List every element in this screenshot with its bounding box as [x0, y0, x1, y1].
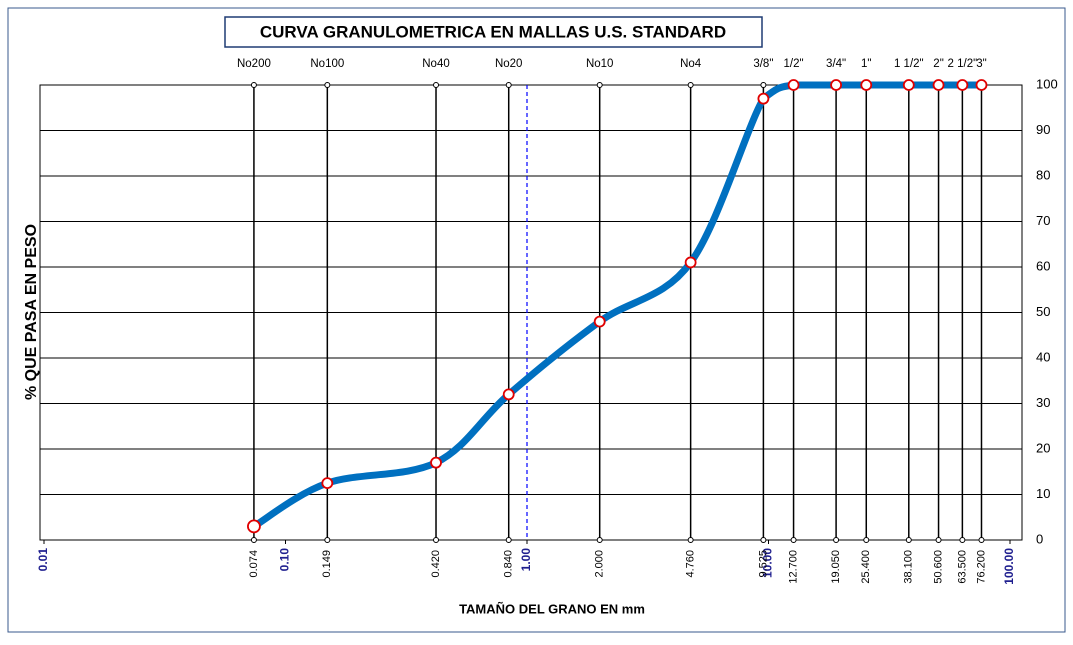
y-tick-label: 80 — [1036, 167, 1050, 182]
sieve-top-dot — [433, 82, 440, 88]
sieve-name: No10 — [586, 58, 614, 70]
y-axis-label: % QUE PASA EN PESO — [23, 224, 40, 400]
sieve-size-label: 76.200 — [975, 550, 987, 584]
x-tick-label: 0.01 — [36, 548, 50, 572]
data-point — [787, 79, 800, 91]
sieve-size-label: 63.500 — [956, 550, 968, 584]
sieve-name: No20 — [495, 58, 523, 70]
sieve-bottom-dot — [905, 537, 912, 543]
y-tick-label: 50 — [1036, 304, 1050, 319]
data-point — [975, 79, 988, 91]
x-tick-label: 1.00 — [519, 548, 533, 572]
sieve-top-dot — [687, 82, 694, 88]
sieve-bottom-dot — [833, 537, 840, 543]
y-tick-label: 20 — [1036, 440, 1050, 455]
data-point — [321, 477, 334, 490]
sieve-size-label: 4.760 — [685, 550, 697, 578]
sieve-bottom-dot — [935, 537, 942, 543]
data-point — [684, 256, 697, 269]
sieve-top-dot — [250, 82, 257, 88]
chart-title: CURVA GRANULOMETRICA EN MALLAS U.S. STAN… — [260, 22, 726, 41]
x-tick-label: 10.00 — [761, 548, 775, 578]
sieve-bottom-dot — [863, 537, 870, 543]
data-point — [430, 456, 442, 469]
sieve-name: No200 — [237, 58, 271, 70]
sieve-name: 1/2" — [784, 58, 804, 70]
y-tick-label: 0 — [1036, 531, 1043, 546]
sieve-size-label: 12.700 — [787, 550, 799, 584]
data-point — [860, 79, 873, 91]
sieve-bottom-dot — [324, 537, 331, 543]
y-tick-label: 70 — [1036, 213, 1050, 228]
sieve-size-label: 0.420 — [430, 550, 442, 578]
sieve-name: 3" — [976, 58, 986, 70]
y-tick-label: 100 — [1036, 76, 1058, 91]
sieve-bottom-dot — [760, 537, 767, 543]
sieve-size-label: 38.100 — [903, 550, 915, 584]
y-tick-label: 90 — [1036, 122, 1050, 137]
sieve-size-label: 19.050 — [830, 550, 842, 584]
sieve-top-dot — [760, 82, 767, 88]
sieve-bottom-dot — [959, 537, 966, 543]
sieve-top-dot — [596, 82, 603, 88]
title-box — [224, 16, 763, 48]
sieve-bottom-dot — [978, 537, 985, 543]
data-point — [956, 79, 969, 91]
sieve-top-dot — [505, 82, 512, 88]
sieve-name: 1" — [861, 58, 871, 70]
sieve-size-label: 0.074 — [248, 550, 260, 578]
sieve-name: 3/4" — [826, 58, 846, 70]
sieve-size-label: 2.000 — [594, 550, 606, 578]
sieve-name: No4 — [680, 58, 702, 70]
sieve-bottom-dot — [505, 537, 512, 543]
x-tick-label: 0.10 — [278, 548, 292, 572]
y-tick-label: 40 — [1036, 349, 1050, 364]
data-point — [932, 79, 945, 91]
y-tick-label: 30 — [1036, 395, 1050, 410]
sieve-size-label: 0.840 — [503, 550, 515, 578]
frame — [7, 7, 1066, 633]
sieve-bottom-dot — [250, 537, 257, 543]
x-axis-label: TAMAÑO DEL GRANO EN mm — [459, 601, 645, 616]
sieve-size-label: 25.400 — [860, 550, 872, 584]
data-point — [830, 79, 842, 91]
sieve-size-label: 0.149 — [321, 550, 333, 578]
sieve-name: 3/8" — [753, 58, 773, 70]
sieve-bottom-dot — [433, 537, 440, 543]
data-point — [757, 92, 770, 105]
sieve-name: 2 1/2" — [948, 58, 978, 70]
sieve-top-dot — [324, 82, 331, 88]
sieve-bottom-dot — [790, 537, 797, 543]
data-point — [247, 519, 261, 534]
x-tick-label: 100.00 — [1002, 548, 1016, 585]
sieve-bottom-dot — [687, 537, 694, 543]
sieve-size-label: 50.600 — [932, 550, 944, 584]
sieve-name: 2" — [933, 58, 943, 70]
sieve-name: 1 1/2" — [894, 58, 924, 70]
data-point — [902, 79, 915, 91]
data-point — [502, 388, 515, 401]
sieve-size-label: 9.525 — [757, 550, 769, 578]
sieve-name: No40 — [422, 58, 450, 70]
y-tick-label: 10 — [1036, 486, 1050, 501]
sieve-name: No100 — [310, 58, 344, 70]
data-point — [593, 315, 606, 328]
sieve-bottom-dot — [596, 537, 603, 543]
y-tick-label: 60 — [1036, 258, 1050, 273]
